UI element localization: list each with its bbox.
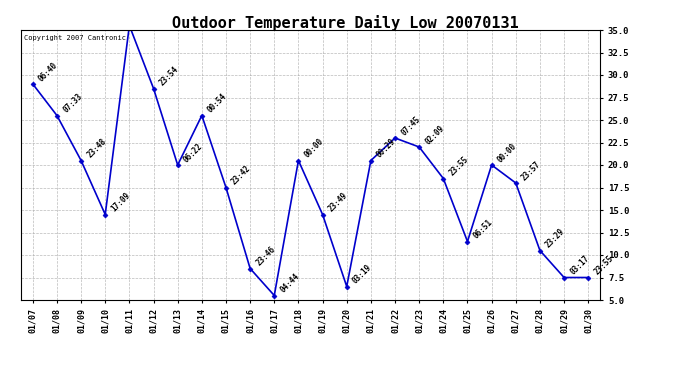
Text: 00:00: 00:00: [496, 141, 518, 164]
Text: 03:19: 03:19: [351, 263, 373, 286]
Text: 00:00: 00:00: [303, 137, 325, 160]
Text: 07:45: 07:45: [400, 114, 422, 137]
Text: Outdoor Temperature Daily Low 20070131: Outdoor Temperature Daily Low 20070131: [172, 15, 518, 31]
Text: Copyright 2007 Cantronic: Copyright 2007 Cantronic: [23, 35, 126, 41]
Text: 23:49: 23:49: [327, 191, 349, 214]
Text: 23:54: 23:54: [158, 65, 180, 88]
Text: 00:00: 00:00: [0, 374, 1, 375]
Text: 02:09: 02:09: [424, 123, 446, 146]
Text: 17:09: 17:09: [110, 191, 132, 214]
Text: 23:55: 23:55: [593, 254, 615, 277]
Text: 04:44: 04:44: [279, 272, 301, 295]
Text: 00:29: 00:29: [375, 137, 397, 160]
Text: 23:46: 23:46: [255, 245, 277, 268]
Text: 23:55: 23:55: [448, 155, 470, 178]
Text: 23:48: 23:48: [86, 137, 108, 160]
Text: 23:57: 23:57: [520, 159, 542, 182]
Text: 07:33: 07:33: [61, 92, 83, 115]
Text: 06:22: 06:22: [182, 141, 204, 164]
Text: 00:54: 00:54: [206, 92, 228, 115]
Text: 03:17: 03:17: [569, 254, 591, 277]
Text: 23:42: 23:42: [230, 164, 253, 187]
Text: 23:29: 23:29: [544, 227, 566, 250]
Text: 06:40: 06:40: [37, 60, 59, 83]
Text: 06:51: 06:51: [472, 218, 494, 241]
